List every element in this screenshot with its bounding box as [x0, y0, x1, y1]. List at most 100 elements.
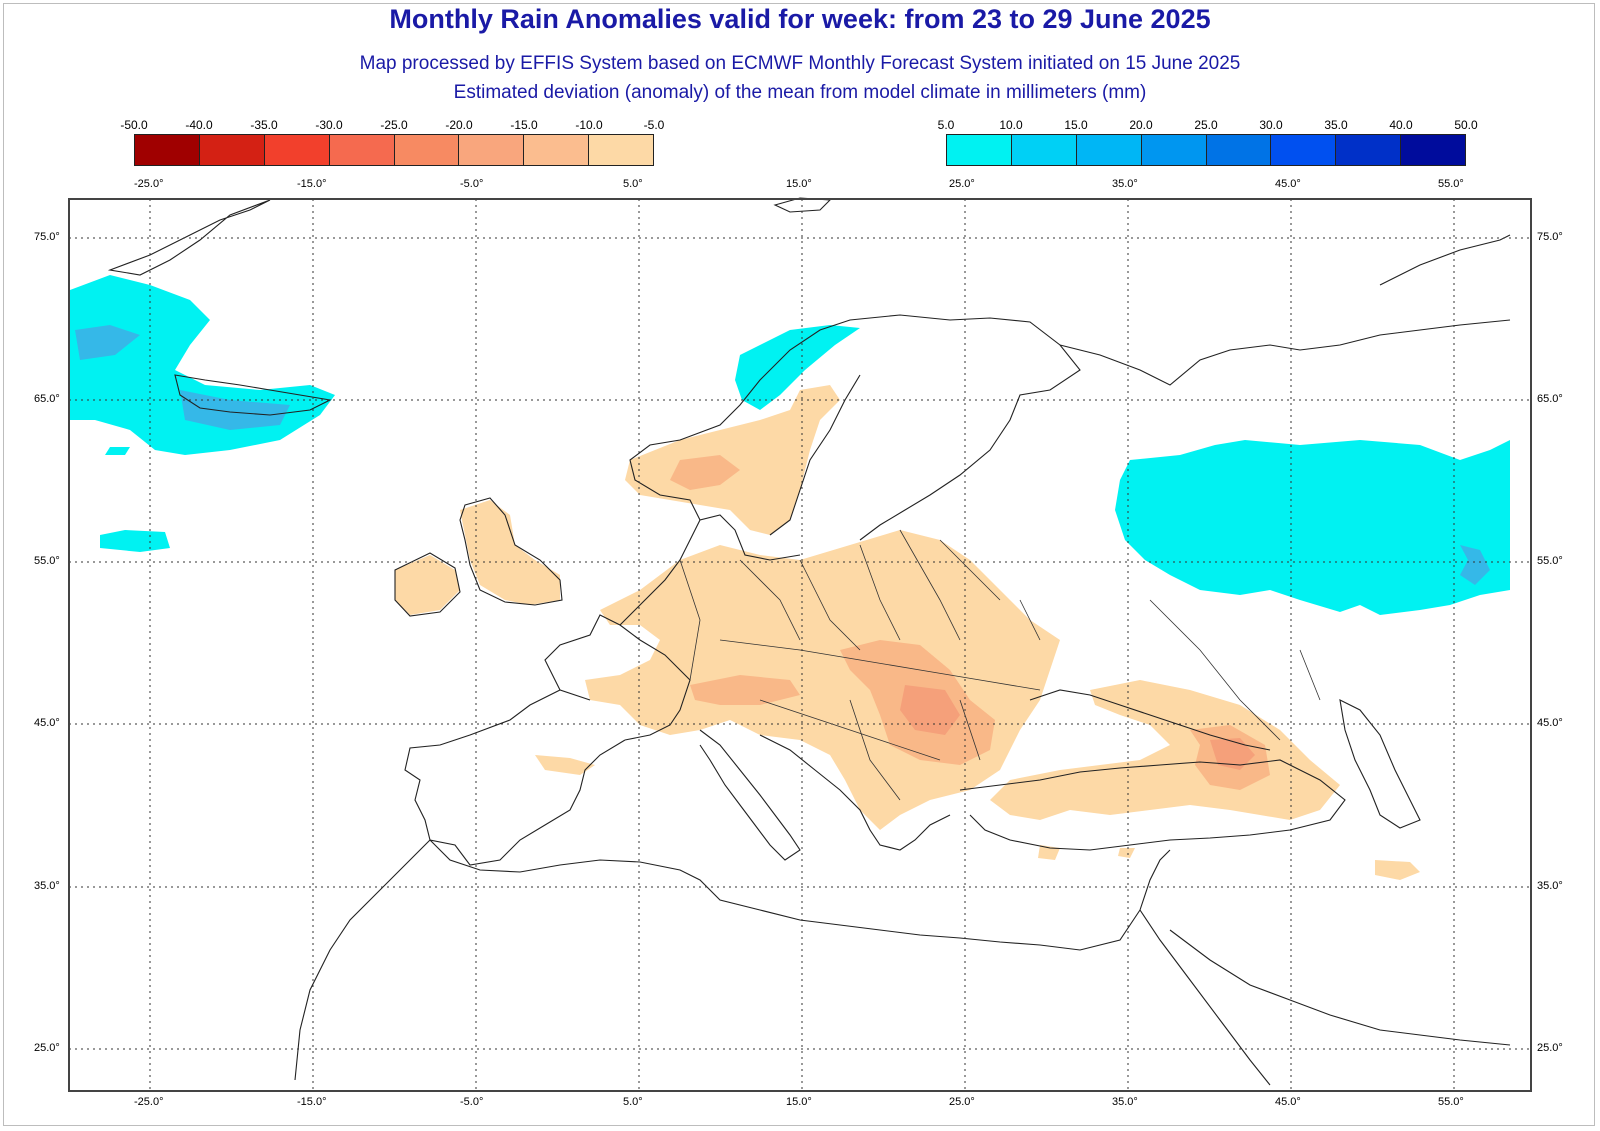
legend-swatch — [1206, 135, 1272, 165]
legend-label: -35.0 — [250, 118, 278, 132]
legend-swatch — [1401, 135, 1465, 165]
legend-swatch — [459, 135, 525, 165]
longitude-label: 15.0° — [786, 1096, 812, 1108]
legend-swatch — [1076, 135, 1142, 165]
legend-label: 20.0 — [1129, 118, 1153, 132]
longitude-label: -25.0° — [134, 1096, 164, 1108]
dry-area-central-europe — [585, 530, 1060, 830]
legend-swatch — [524, 135, 590, 165]
legend-label: -10.0 — [575, 118, 603, 132]
longitude-label: 25.0° — [949, 178, 975, 190]
coast-iceland — [174, 374, 332, 416]
wet-area-norway — [735, 325, 860, 410]
coast-arctic-russia — [1059, 319, 1511, 386]
legend-label: 15.0 — [1064, 118, 1088, 132]
country-borders-layer — [679, 529, 1321, 801]
dry-area-balkans-strong — [900, 685, 960, 735]
map-subtitle-source: Map processed by EFFIS System based on E… — [359, 53, 1241, 74]
longitude-label: 5.0° — [623, 1096, 643, 1108]
longitude-label: 45.0° — [1275, 1096, 1301, 1108]
dry-area-iran — [1038, 845, 1420, 880]
latitude-label: 75.0° — [1537, 231, 1563, 243]
longitude-label: 55.0° — [1438, 178, 1464, 190]
legend-swatch — [1271, 135, 1337, 165]
longitude-label: -25.0° — [134, 178, 164, 190]
legend-label: 5.0 — [937, 118, 955, 132]
latitude-label: 65.0° — [34, 393, 60, 405]
coast-scandinavia — [629, 314, 1081, 541]
legend-swatch — [135, 135, 200, 165]
legend-label: 30.0 — [1259, 118, 1283, 132]
longitude-label: 35.0° — [1112, 1096, 1138, 1108]
legend-label: -50.0 — [120, 118, 148, 132]
longitude-label: -15.0° — [297, 178, 327, 190]
coast-arabia — [1169, 929, 1511, 1046]
map-subtitle-units: Estimated deviation (anomaly) of the mea… — [453, 82, 1147, 103]
legend-negative-scale — [134, 134, 654, 166]
latitude-label: 45.0° — [34, 717, 60, 729]
dry-area-scandinavia-core — [670, 455, 740, 490]
latitude-label: 45.0° — [1537, 717, 1563, 729]
longitude-label: 55.0° — [1438, 1096, 1464, 1108]
legend-swatch — [947, 135, 1012, 165]
legend-label: -5.0 — [643, 118, 665, 132]
coast-blacksea — [1029, 689, 1271, 751]
coast-caspian — [1339, 699, 1421, 829]
dry-area-caucasus-strong — [1210, 738, 1255, 770]
coast-north-africa — [429, 839, 1141, 951]
legend-label: 10.0 — [999, 118, 1023, 132]
longitude-label: 25.0° — [949, 1096, 975, 1108]
latitude-label: 35.0° — [1537, 880, 1563, 892]
anomaly-layer — [70, 275, 1510, 880]
dry-area-ireland — [395, 555, 460, 615]
coast-redsea — [1139, 909, 1271, 1086]
legend-label: 40.0 — [1389, 118, 1413, 132]
coast-ireland — [394, 552, 461, 617]
wet-area-iceland-core — [75, 325, 290, 430]
legend-label: 25.0 — [1194, 118, 1218, 132]
legend-swatch — [329, 135, 395, 165]
longitude-label: 15.0° — [786, 178, 812, 190]
latitude-label: 25.0° — [34, 1042, 60, 1054]
latitude-label: 65.0° — [1537, 393, 1563, 405]
dry-area-alps-core — [690, 675, 800, 705]
coast-adriatic — [759, 734, 951, 851]
legend-positive-scale — [946, 134, 1466, 166]
coast-italy — [699, 729, 801, 861]
longitude-label: -5.0° — [460, 1096, 484, 1108]
graticule-layer — [69, 199, 1531, 1091]
coast-turkey — [959, 759, 1346, 851]
wet-area-iceland — [70, 275, 335, 455]
longitude-label: 35.0° — [1112, 178, 1138, 190]
coast-levant — [1139, 849, 1171, 911]
legend-label: -15.0 — [510, 118, 538, 132]
longitude-label: -5.0° — [460, 178, 484, 190]
latitude-label: 55.0° — [1537, 555, 1563, 567]
wet-area-west — [100, 447, 170, 552]
coast-morocco — [294, 839, 431, 1081]
dry-area-caucasus — [990, 680, 1340, 820]
dry-area-scandinavia — [625, 385, 840, 535]
image-frame — [3, 3, 1595, 1126]
legend-label: -30.0 — [315, 118, 343, 132]
latitude-label: 75.0° — [34, 231, 60, 243]
coast-novaya-zemlya — [1379, 234, 1511, 286]
legend-swatch — [1011, 135, 1077, 165]
legend-swatch — [199, 135, 265, 165]
legend-label: 50.0 — [1454, 118, 1478, 132]
latitude-label: 55.0° — [34, 555, 60, 567]
dry-area-uk — [460, 500, 560, 605]
legend-label: 35.0 — [1324, 118, 1348, 132]
legend-swatch — [1141, 135, 1207, 165]
legend-label: -20.0 — [445, 118, 473, 132]
legend-label: -25.0 — [380, 118, 408, 132]
longitude-label: 5.0° — [623, 178, 643, 190]
coast-britain — [459, 497, 563, 606]
map-frame — [68, 198, 1532, 1092]
legend-swatch — [394, 135, 460, 165]
longitude-label: 45.0° — [1275, 178, 1301, 190]
legend-swatch — [264, 135, 330, 165]
latitude-label: 25.0° — [1537, 1042, 1563, 1054]
wet-area-russia-core — [1460, 545, 1490, 585]
wet-area-russia — [1115, 440, 1510, 615]
